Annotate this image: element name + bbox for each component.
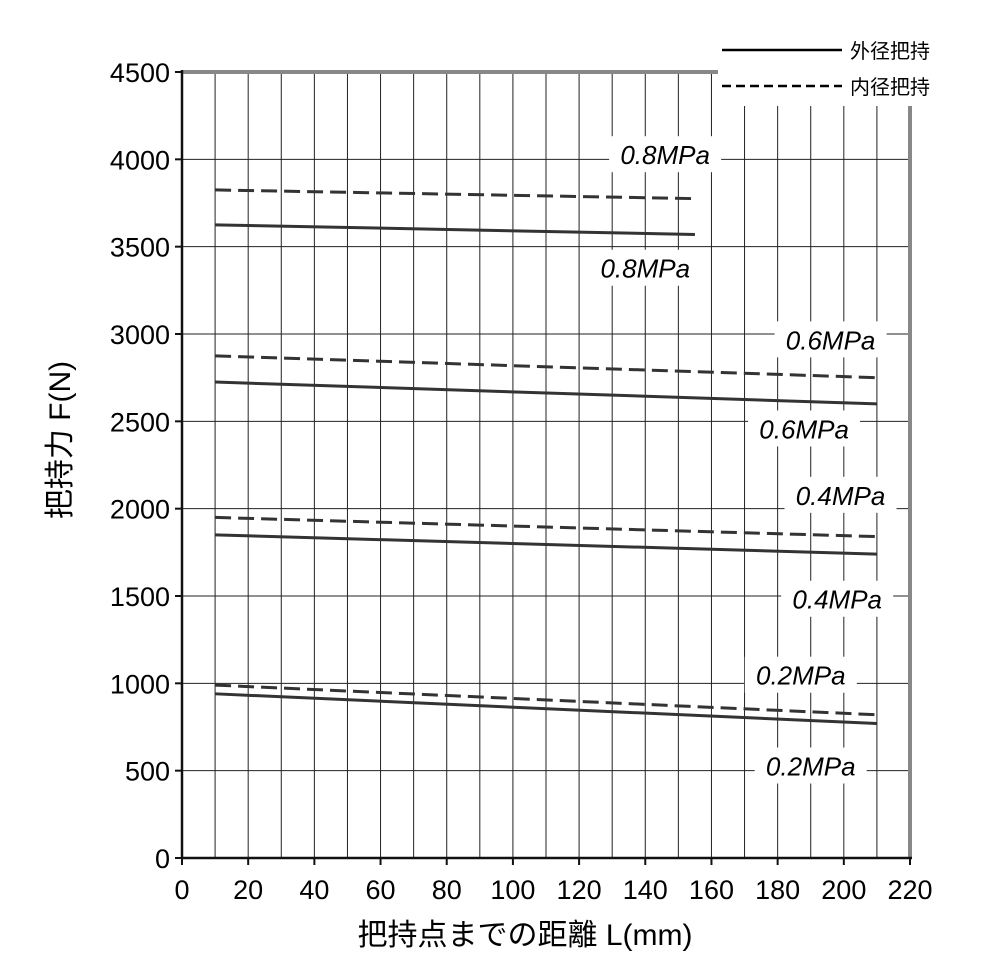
series-line-outer-0-6mpa	[215, 380, 877, 406]
series-label: 0.8MPa	[620, 140, 710, 170]
series-label-background	[784, 476, 897, 513]
series-line-inner-0-8mpa	[215, 188, 695, 201]
y-tick-label: 2000	[110, 495, 170, 525]
series-line-outer-0-4mpa	[215, 533, 877, 556]
x-tick-label: 180	[755, 875, 800, 905]
y-tick-label: 1000	[110, 669, 170, 699]
series-line-outer-0-2mpa	[215, 692, 877, 726]
series-label-background	[748, 410, 861, 447]
series-label: 0.6MPa	[759, 414, 849, 444]
y-tick-label: 3500	[110, 233, 170, 263]
legend-label-inner: 内径把持	[850, 76, 930, 99]
x-tick-label: 40	[299, 875, 329, 905]
tick-labels: 0 20 40 60 80 100 120 140 160 180 200 220 0 500 1000 15…	[110, 58, 933, 905]
y-tick-label: 2500	[110, 407, 170, 437]
x-tick-label: 60	[366, 875, 396, 905]
y-tick-label: 4000	[110, 145, 170, 175]
series-label: 0.4MPa	[792, 585, 882, 615]
x-tick-label: 220	[887, 875, 932, 905]
x-tick-label: 100	[490, 875, 535, 905]
x-tick-label: 160	[689, 875, 734, 905]
x-tick-label: 0	[174, 875, 189, 905]
y-tick-label: 1500	[110, 582, 170, 612]
x-tick-label: 140	[623, 875, 668, 905]
series-line-inner-0-6mpa	[215, 354, 877, 380]
series	[215, 188, 877, 726]
legend-label-outer: 外径把持	[850, 40, 930, 63]
x-tick-label: 120	[557, 875, 602, 905]
x-axis-title: 把持点までの距離 L(mm)	[358, 919, 693, 952]
series-label: 0.6MPa	[786, 325, 876, 355]
series-labels: 0.8MPa 0.8MPa 0.6MPa 0.6MPa 0.4MPa 0.4MPa 0.2M…	[589, 136, 897, 784]
series-label-background	[609, 136, 722, 173]
y-tick-label: 3000	[110, 320, 170, 350]
series-label-background	[781, 580, 894, 617]
x-tick-label: 20	[233, 875, 263, 905]
series-label-background	[744, 656, 857, 693]
legend-background	[718, 42, 956, 106]
legend: 外径把持 内径把持	[718, 40, 956, 106]
series-label: 0.2MPa	[766, 752, 856, 782]
series-line-inner-0-4mpa	[215, 515, 877, 539]
y-axis-title: 把持力 F(N)	[44, 361, 77, 519]
series-label: 0.2MPa	[756, 661, 846, 691]
x-tick-label: 80	[432, 875, 462, 905]
series-label: 0.8MPa	[600, 254, 690, 284]
y-tick-label: 4500	[110, 58, 170, 88]
series-label-background	[589, 249, 702, 286]
y-tick-label: 0	[155, 844, 170, 874]
series-line-inner-0-2mpa	[215, 683, 877, 717]
series-label: 0.4MPa	[796, 481, 886, 511]
x-tick-label: 200	[821, 875, 866, 905]
series-label-background	[754, 747, 867, 784]
y-tick-label: 500	[125, 757, 170, 787]
series-label-background	[774, 321, 887, 358]
series-line-outer-0-8mpa	[215, 223, 695, 236]
axes	[175, 70, 912, 865]
